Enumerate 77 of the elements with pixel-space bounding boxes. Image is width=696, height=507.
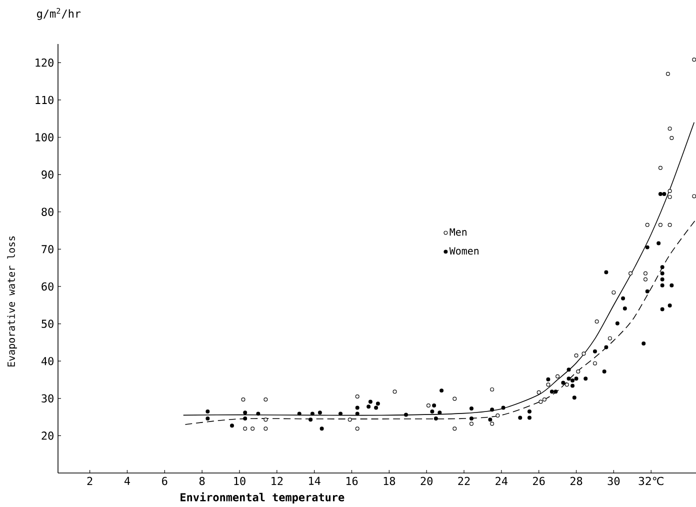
point: [241, 398, 246, 402]
y-tick-label: 120: [36, 58, 54, 67]
x-tick-label: 26: [533, 476, 545, 486]
y-tick-label: 70: [42, 245, 54, 254]
y-tick-label: 110: [36, 96, 54, 104]
point: [576, 370, 580, 374]
y-tick-label: 90: [42, 170, 54, 179]
line-series: [184, 218, 696, 425]
point: [243, 426, 248, 431]
point: [668, 222, 672, 227]
text: g/m$^{2}$/hr: [36, 8, 81, 20]
point: [250, 426, 255, 431]
point: [692, 58, 696, 62]
x-tick-label: 14: [309, 476, 320, 485]
y-tick-label: 80: [42, 208, 54, 216]
point: [666, 72, 670, 76]
x-tick-label: 20: [420, 476, 432, 486]
point: [574, 353, 578, 358]
point: [692, 194, 696, 198]
point: [628, 271, 633, 276]
x-tick-label: 32℃: [638, 476, 664, 486]
point: [658, 166, 662, 170]
y-tick-label: 30: [42, 394, 54, 403]
y-tick-label: 50: [42, 320, 54, 328]
point: [668, 188, 672, 193]
point: [452, 396, 457, 401]
point: [355, 426, 360, 431]
x-tick-label: 16: [346, 476, 358, 486]
point: [644, 277, 648, 282]
point: [668, 126, 672, 131]
x-tick-label: 22: [458, 476, 470, 485]
point: [546, 382, 550, 387]
point: [658, 222, 662, 227]
point: [469, 422, 474, 426]
legend-label: Women: [449, 247, 478, 255]
point: [536, 390, 541, 394]
x-tick-label: 4: [124, 476, 130, 485]
y-axis-title: Evaporative water loss: [7, 236, 17, 366]
point: [645, 222, 650, 227]
point: [496, 414, 500, 418]
x-tick-label: 8: [199, 476, 205, 486]
point: [592, 361, 597, 366]
point: [538, 400, 543, 404]
y-tick-label: 60: [42, 282, 54, 291]
x-tick-label: 30: [608, 476, 620, 486]
point: [608, 336, 612, 340]
x-tick-label: 18: [384, 476, 396, 486]
point: [594, 320, 599, 324]
point: [556, 374, 560, 378]
point: [668, 194, 672, 199]
x-tick-label: 10: [234, 476, 246, 486]
x-tick-label: 24: [496, 476, 508, 485]
y-tick-label: 40: [42, 356, 54, 366]
point: [348, 418, 352, 422]
x-tick-label: 12: [272, 476, 283, 485]
point: [392, 390, 397, 394]
point: [542, 398, 546, 402]
point: [582, 352, 586, 356]
x-tick-label: 28: [570, 476, 582, 486]
point: [452, 426, 457, 431]
legend-label: Men: [450, 228, 466, 236]
y-tick-label: 20: [42, 432, 54, 440]
x-tick-label: 6: [162, 476, 168, 486]
x-tick-label: 2: [87, 476, 92, 485]
point: [490, 422, 494, 426]
point: [670, 136, 674, 140]
y-tick-label: 100: [36, 133, 54, 142]
point: [264, 426, 268, 431]
point: [644, 271, 648, 276]
point: [564, 382, 569, 387]
point: [612, 290, 616, 294]
point: [355, 394, 360, 399]
x-axis-title: Environmental temperature: [180, 492, 344, 504]
point: [264, 418, 268, 422]
point: [264, 398, 268, 402]
point: [426, 403, 430, 408]
point: [490, 387, 494, 392]
